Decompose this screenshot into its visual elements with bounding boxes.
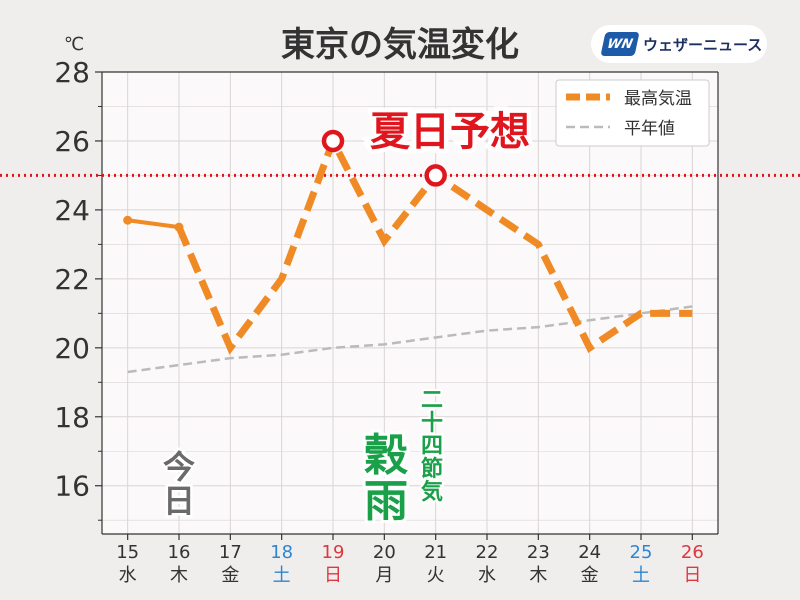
x-tick-label: 26 — [681, 542, 704, 563]
vertical-char: 今 — [163, 448, 195, 486]
vertical-char: 気 — [421, 479, 443, 505]
natsubi-label: 夏日予想 — [370, 109, 530, 155]
x-tick-label: 23 — [527, 542, 550, 563]
vertical-char: 雨 — [364, 476, 408, 527]
x-weekday-label: 木 — [170, 565, 188, 586]
vertical-char: 四 — [421, 434, 443, 459]
x-tick-label: 18 — [270, 542, 293, 563]
y-tick-label: 26 — [54, 125, 90, 158]
x-tick-label: 24 — [578, 542, 601, 563]
x-tick-label: 20 — [373, 542, 396, 563]
x-tick-label: 15 — [116, 542, 139, 563]
vertical-char: 穀 — [364, 430, 408, 481]
legend-normal-label: 平年値 — [624, 119, 675, 139]
y-tick-label: 28 — [54, 56, 90, 89]
x-tick-label: 21 — [424, 542, 447, 563]
x-weekday-label: 月 — [375, 565, 393, 586]
vertical-char: 二 — [421, 388, 443, 413]
y-tick-label: 24 — [54, 194, 90, 227]
vertical-char: 日 — [163, 482, 195, 520]
x-weekday-label: 木 — [529, 565, 547, 586]
x-weekday-label: 金 — [221, 565, 239, 586]
x-weekday-label: 土 — [273, 565, 291, 586]
x-tick-label: 19 — [322, 542, 345, 563]
x-weekday-label: 日 — [683, 565, 701, 586]
x-weekday-label: 土 — [632, 565, 650, 586]
vertical-char: 十 — [421, 411, 443, 436]
series-normal-line — [127, 305, 693, 374]
x-weekday-label: 日 — [324, 565, 342, 586]
data-points — [123, 129, 447, 232]
wn-logo-icon: WN — [600, 32, 640, 56]
natsubi-point — [424, 164, 447, 187]
brand-name: ウェザーニュース — [643, 35, 763, 54]
legend-max-label: 最高気温 — [624, 89, 692, 109]
chart-title: 東京の気温変化 — [281, 25, 519, 65]
y-tick-label: 20 — [54, 332, 90, 365]
today-label: 今日 — [160, 446, 197, 523]
season-label: 穀雨 — [361, 427, 411, 530]
legend: 最高気温 平年値 — [555, 79, 710, 147]
x-tick-label: 16 — [168, 542, 191, 563]
y-tick-label: 16 — [54, 470, 90, 503]
x-tick-label: 22 — [476, 542, 499, 563]
grid-lines — [102, 71, 718, 534]
y-tick-label: 22 — [54, 263, 90, 296]
y-axis-unit: ℃ — [64, 34, 84, 55]
y-ticks: 16 18 20 22 24 26 28 — [54, 56, 102, 521]
vertical-char: 節 — [421, 456, 443, 482]
plot-area — [102, 72, 718, 534]
x-weekday-label: 火 — [427, 565, 445, 586]
natsubi-point — [321, 129, 345, 153]
x-tick-label: 17 — [219, 542, 242, 563]
observed-point — [174, 222, 184, 232]
x-weekday-label: 水 — [478, 565, 496, 586]
series-max-observed-line — [127, 218, 180, 230]
y-tick-label: 18 — [54, 401, 90, 434]
x-tick-label: 25 — [630, 542, 653, 563]
x-weekday-label: 金 — [581, 565, 599, 586]
weathernews-logo: WN ウェザーニュース — [591, 25, 767, 63]
axes — [101, 71, 719, 535]
x-weekday-label: 水 — [119, 565, 137, 586]
observed-point — [123, 215, 133, 225]
